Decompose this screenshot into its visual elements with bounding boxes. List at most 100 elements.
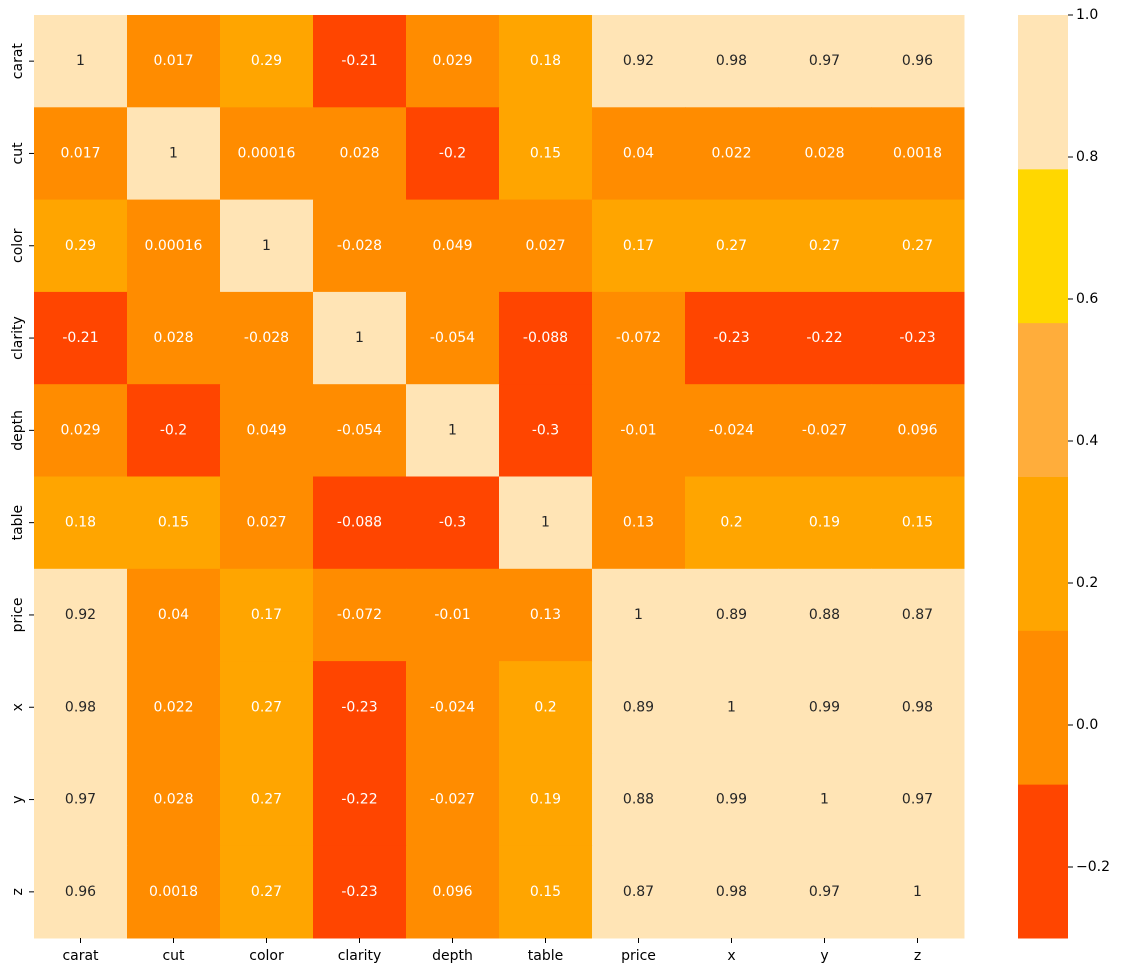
colorbar-tick-label: 0.4 [1076,433,1098,449]
cell-value-label: 0.096 [432,884,472,900]
heatmap-cell-z-carat [34,845,128,939]
cell-value-label: 1 [448,422,457,438]
heatmap-cell-color-y [778,199,872,293]
cell-value-label: 0.15 [530,884,561,900]
heatmap-cell-z-cut [127,845,221,939]
heatmap-cell-price-y [778,568,872,662]
heatmap-cell-x-z [871,661,965,754]
heatmap-cell-cut-x [685,107,779,201]
cell-value-label: 0.27 [251,884,282,900]
cell-value-label: 0.04 [158,607,189,623]
heatmap-cell-y-carat [34,753,128,847]
cell-value-label: -0.23 [341,884,377,900]
colorbar-segment [1018,476,1068,631]
y-tick-label: table [10,505,26,540]
cell-value-label: 0.89 [716,607,747,623]
heatmap-cell-price-color [220,568,314,662]
cell-value-label: 0.0018 [893,145,942,161]
heatmap-cell-z-price [592,845,686,939]
heatmap-cell-cut-clarity [313,107,407,201]
cell-value-label: 0.97 [809,884,840,900]
heatmap-cell-carat-table [499,15,593,108]
heatmap-cell-x-cut [127,661,221,754]
heatmap-cell-z-x [685,845,779,939]
colorbar-tick-label: 0.2 [1076,575,1098,591]
colorbar-segment [1018,784,1068,939]
heatmap-cell-color-table [499,199,593,293]
cell-value-label: 0.92 [623,53,654,69]
cell-value-label: 0.15 [902,515,933,531]
cell-value-label: -0.028 [244,330,289,346]
heatmap-cell-y-color [220,753,314,847]
cell-value-label: -0.21 [62,330,98,346]
cell-value-label: -0.22 [341,792,377,808]
heatmap-cell-depth-color [220,384,314,477]
heatmap-cell-color-clarity [313,199,407,293]
x-tick-label: table [528,948,563,964]
heatmap-cell-carat-x [685,15,779,108]
heatmap-cell-price-carat [34,568,128,662]
x-tick-label: carat [62,948,99,964]
heatmap-cell-price-depth [406,568,500,662]
heatmap-cell-depth-carat [34,384,128,477]
heatmap-cell-color-cut [127,199,221,293]
heatmap-cell-depth-depth [406,384,500,477]
y-tick-label: cut [10,142,26,165]
heatmap-cell-price-z [871,568,965,662]
cell-value-label: 0.15 [158,515,189,531]
cell-value-label: 0.96 [902,53,933,69]
heatmap-cell-table-table [499,476,593,570]
heatmap-cell-y-price [592,753,686,847]
heatmap-cell-z-z [871,845,965,939]
cell-value-label: 0.99 [809,699,840,715]
cell-value-label: 0.29 [65,238,96,254]
heatmap-cell-price-table [499,568,593,662]
heatmap-cell-clarity-price [592,291,686,385]
cell-value-label: 0.27 [251,792,282,808]
heatmap-cell-x-y [778,661,872,754]
cell-value-label: -0.054 [430,330,475,346]
cell-value-label: 1 [76,53,85,69]
cell-value-label: 0.028 [153,330,193,346]
heatmap-cell-depth-z [871,384,965,477]
cell-value-label: 0.017 [60,145,100,161]
heatmap-cell-z-depth [406,845,500,939]
cell-value-label: 0.15 [530,145,561,161]
heatmap-cell-table-cut [127,476,221,570]
colorbar: −0.2 0.0 0.2 0.4 0.6 0.8 1.0 [1018,7,1110,939]
heatmap-cell-table-clarity [313,476,407,570]
heatmap-cell-carat-carat [34,15,128,108]
heatmap-cell-carat-color [220,15,314,108]
cell-value-label: -0.21 [341,53,377,69]
heatmap-cell-color-z [871,199,965,293]
cell-value-label: 0.028 [339,145,379,161]
heatmap-cell-y-cut [127,753,221,847]
colorbar-tick-label: 0.0 [1076,717,1098,733]
cell-value-label: 0.027 [246,515,286,531]
cell-value-label: -0.23 [899,330,935,346]
heatmap-cell-depth-table [499,384,593,477]
heatmap-cell-cut-table [499,107,593,201]
cell-value-label: 0.2 [720,515,742,531]
heatmap-cell-table-y [778,476,872,570]
cell-value-label: 0.028 [153,792,193,808]
cell-value-label: -0.3 [532,422,559,438]
heatmap-cell-carat-y [778,15,872,108]
heatmap-cell-carat-price [592,15,686,108]
y-tick-label: carat [10,43,26,80]
colorbar-segment [1018,630,1068,785]
cell-value-label: 1 [355,330,364,346]
cell-value-label: 0.98 [716,53,747,69]
heatmap-cell-cut-depth [406,107,500,201]
cell-value-label: 0.18 [65,515,96,531]
heatmap-cell-color-carat [34,199,128,293]
heatmap-cell-table-color [220,476,314,570]
cell-value-label: -0.024 [709,422,754,438]
heatmap-cell-labels: 1 0.017 0.29 -0.21 0.029 0.18 0.92 0.98 0.97 0.96… [60,53,942,900]
cell-value-label: -0.072 [337,607,382,623]
heatmap-cell-cut-y [778,107,872,201]
cell-value-label: -0.027 [430,792,475,808]
cell-value-label: 0.022 [153,699,193,715]
cell-value-label: 1 [820,792,829,808]
heatmap-cell-x-carat [34,661,128,754]
